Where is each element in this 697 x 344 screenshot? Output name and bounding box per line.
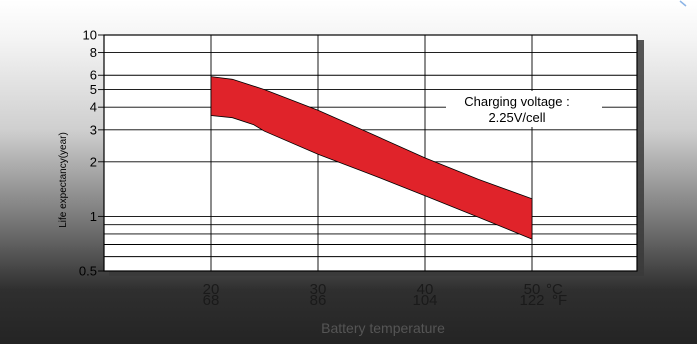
y-tick-label: 10 [83,28,97,43]
y-tick-label: 4 [90,100,97,115]
y-axis-ticks: 10 8 65 4 3 2 1 0.5 [79,28,104,279]
x-unit-fahrenheit: °F [552,292,567,309]
x-axis-label: Battery temperature [321,320,445,336]
plot-frame [103,34,638,272]
x-unit-celsius: °C [546,281,563,298]
annotation-box: Charging voltage : 2.25V/cell [446,91,602,127]
x-tick-label-fahrenheit: 86 [310,292,327,309]
y-tick-label: 8 [90,45,97,60]
y-tick-label: 3 [90,122,97,137]
x-tick-label-fahrenheit: 104 [412,292,437,309]
y-tick-label: 0.5 [79,264,97,279]
y-tick-label: 2 [90,154,97,169]
annotation-line-2: 2.25V/cell [488,110,545,125]
life-expectancy-band [210,76,533,240]
y-tick-label: 6 [90,68,97,83]
y-axis-label: Life expectancy(year) [58,132,69,228]
x-tick-label-celsius: 30 [310,281,327,298]
x-tick-label-celsius: 50 [524,281,541,298]
corner-decoration-icon [679,0,687,7]
x-tick-label-celsius: 40 [417,281,434,298]
y-tick-label: 5 [90,82,97,97]
x-tick-label-fahrenheit: 68 [203,292,220,309]
annotation-line-1: Charging voltage : [464,94,570,109]
y-tick-label: 1 [90,209,97,224]
x-tick-label-fahrenheit: 122 [519,292,544,309]
x-tick-label-celsius: 20 [203,281,220,298]
